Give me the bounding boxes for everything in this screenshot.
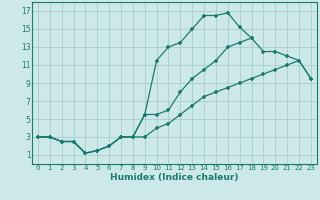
X-axis label: Humidex (Indice chaleur): Humidex (Indice chaleur) bbox=[110, 173, 239, 182]
